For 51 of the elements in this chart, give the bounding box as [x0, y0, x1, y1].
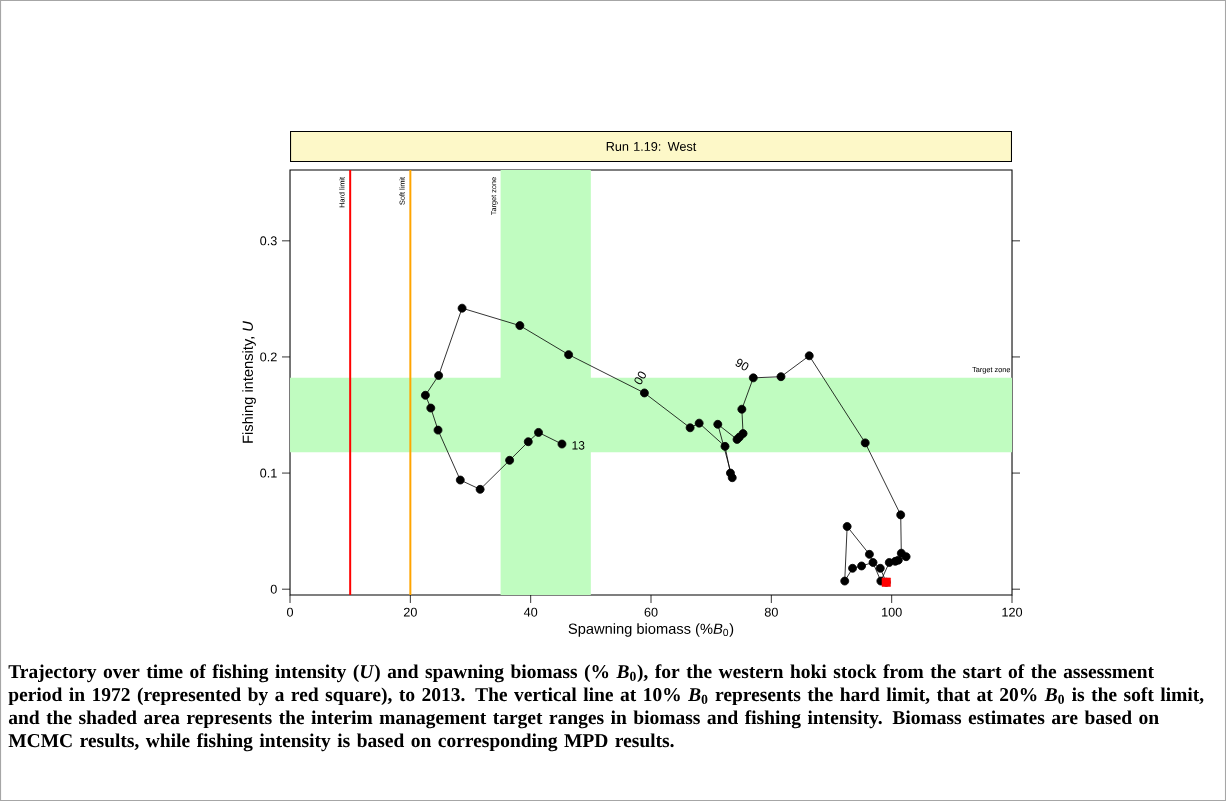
- y-tick-label: 0: [270, 584, 277, 594]
- point: [505, 455, 515, 465]
- point: [420, 390, 430, 400]
- point: [748, 373, 758, 383]
- point: [857, 561, 866, 571]
- point: [639, 388, 649, 398]
- x-tick-label: 0: [286, 607, 294, 617]
- point: [455, 475, 465, 485]
- y-tick-label: 0.1: [260, 468, 277, 478]
- point: [868, 558, 878, 567]
- point: [426, 403, 436, 413]
- point: [515, 321, 525, 330]
- point: [860, 438, 870, 448]
- point: [804, 351, 814, 361]
- x-tick-label: 20: [403, 607, 417, 617]
- point: [875, 563, 885, 573]
- x-tick-label: 80: [764, 607, 778, 617]
- point: [848, 563, 857, 573]
- point: [433, 425, 443, 435]
- x-tick-label: 40: [523, 607, 538, 617]
- annotation: 90: [735, 358, 749, 371]
- point: [434, 371, 444, 380]
- annotation: 13: [572, 441, 585, 450]
- point: [896, 548, 906, 558]
- y-axis-title: Fishing intensity, U: [242, 321, 256, 443]
- point: [685, 423, 695, 433]
- point: [842, 522, 852, 531]
- point: [720, 441, 730, 451]
- point: [557, 439, 567, 449]
- x-axis-title: Spawning biomass (%B$_{0}$): [568, 623, 734, 637]
- point: [776, 372, 786, 382]
- x-tick-label: 100: [882, 607, 902, 617]
- point: [840, 576, 850, 586]
- x-tick-label: 60: [644, 607, 658, 617]
- point: [457, 303, 467, 313]
- annotation: 00: [634, 371, 646, 385]
- point: [564, 350, 573, 360]
- point: [475, 484, 485, 494]
- point: [865, 549, 874, 559]
- chart-title: Run 1.19: West: [606, 141, 697, 151]
- y-tick-label: 0.3: [260, 236, 277, 246]
- y-tick-label: 0.2: [260, 352, 277, 362]
- text: Trajectory over time of fishing intensity (U) and spawning biomass (% B$_{0}$), for the western hoki stock from the start of the assessment period in 1972 (represented by a red square), to 2013. The vertical line at 10% B$_{0}$ represents the hard limit, that at 20% B$_{0}$ is the soft limit, and the shaded area represents the interim management target ranges in biomass and fishing intensity. Biomass estimates are based on MCMC results, while fishing intensity is based on corresponding MPD results.: [8, 664, 1204, 752]
- point: [523, 437, 533, 447]
- point: [726, 468, 735, 478]
- point: [534, 428, 543, 437]
- x-tick-label: 120: [1002, 607, 1023, 617]
- point: [694, 418, 704, 428]
- point: [737, 404, 747, 414]
- point: [713, 419, 723, 429]
- point: [896, 510, 906, 520]
